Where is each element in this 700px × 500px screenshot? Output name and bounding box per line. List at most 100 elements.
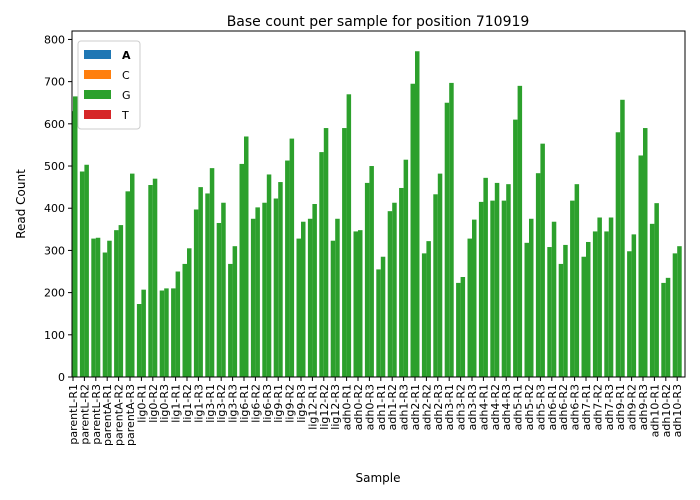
bar (433, 194, 438, 377)
bar (369, 166, 374, 377)
bar (513, 119, 518, 377)
bar (323, 128, 329, 377)
bar (460, 276, 466, 377)
legend-label: A (122, 49, 131, 62)
x-tick-label: adh2-R1 (409, 384, 422, 430)
bar (456, 282, 461, 377)
x-tick-label: adh3-R2 (455, 384, 468, 430)
y-axis-label: Read Count (14, 169, 28, 239)
x-tick-label: parentA-R2 (113, 384, 126, 446)
bar (141, 289, 146, 377)
x-tick-label: adh7-R2 (591, 384, 604, 430)
bar (467, 238, 472, 377)
x-tick-label: adh3-R3 (466, 384, 479, 430)
x-tick-label: parentL-R1 (67, 384, 80, 445)
legend-swatch (84, 70, 111, 79)
bar (581, 256, 586, 377)
bar (570, 200, 575, 377)
bar (244, 136, 249, 377)
bar (563, 244, 568, 377)
chart-title: Base count per sample for position 71091… (227, 14, 530, 30)
bar (266, 174, 272, 377)
bar (529, 218, 534, 377)
bar (631, 234, 637, 377)
x-tick-label: adh2-R3 (432, 384, 445, 430)
bar (604, 231, 609, 377)
bar (232, 246, 238, 377)
bar (193, 209, 199, 377)
bar (444, 102, 450, 377)
x-tick-label: parentA-R3 (124, 384, 137, 446)
x-tick-label: adh10-R1 (648, 384, 661, 437)
bar (608, 217, 614, 377)
bar (574, 184, 580, 377)
bar (643, 128, 648, 377)
bar (296, 238, 301, 377)
bar (136, 304, 142, 377)
legend-label: G (122, 89, 131, 102)
bar (494, 182, 500, 377)
x-tick-label: adh7-R1 (580, 384, 593, 430)
bar (665, 277, 671, 377)
legend-swatch (84, 50, 111, 59)
bar (524, 242, 529, 377)
x-tick-label: adh9-R3 (637, 384, 650, 430)
bar (387, 211, 393, 377)
bar (130, 173, 135, 377)
bar (677, 246, 682, 377)
x-tick-label: lig0-R3 (158, 384, 171, 423)
y-tick-label: 100 (44, 329, 65, 342)
x-tick-label: lig3-R2 (215, 384, 228, 423)
bar (449, 82, 454, 377)
legend-swatch (84, 90, 111, 99)
x-tick-label: lig9-R2 (284, 384, 297, 423)
x-tick-label: adh10-R3 (671, 384, 684, 437)
bar (228, 263, 233, 377)
bar (164, 288, 169, 377)
bar (501, 200, 507, 377)
x-tick-label: adh5-R1 (512, 384, 525, 430)
bar (273, 198, 279, 377)
bar (118, 225, 124, 377)
bar (330, 240, 336, 377)
bar (171, 288, 176, 377)
x-tick-label: adh9-R1 (614, 384, 627, 430)
x-tick-label: lig6-R1 (238, 384, 251, 423)
bar (239, 163, 244, 377)
bar (472, 219, 477, 377)
bar (490, 200, 495, 377)
y-tick-label: 300 (44, 244, 65, 257)
bar (364, 182, 370, 377)
bar (262, 202, 267, 377)
legend-box (77, 40, 141, 130)
bar (91, 238, 96, 377)
x-tick-label: adh6-R2 (557, 384, 570, 430)
legend-swatch (84, 110, 111, 119)
bar (586, 241, 591, 377)
bar (426, 241, 431, 377)
bar (547, 247, 552, 377)
x-tick-label: adh4-R1 (477, 384, 490, 430)
bar (592, 231, 598, 377)
bar (205, 193, 210, 377)
bar (175, 271, 181, 377)
bar (102, 252, 108, 377)
x-tick-label: parentL-R3 (90, 384, 103, 445)
x-tick-label: parentL-R2 (78, 384, 91, 445)
bar (358, 230, 363, 377)
bar (312, 204, 317, 377)
bar (353, 231, 358, 377)
x-tick-label: lig6-R3 (261, 384, 274, 423)
bar (551, 221, 557, 377)
x-tick-label: lig3-R3 (227, 384, 240, 423)
x-tick-label: adh1-R2 (386, 384, 399, 430)
bar (437, 173, 443, 377)
bar (182, 263, 187, 377)
bar (392, 202, 397, 377)
x-tick-label: lig0-R2 (147, 384, 160, 423)
legend-label: C (122, 69, 130, 82)
y-tick-label: 800 (44, 33, 65, 46)
plot-frame (71, 30, 686, 378)
bar (335, 218, 340, 377)
